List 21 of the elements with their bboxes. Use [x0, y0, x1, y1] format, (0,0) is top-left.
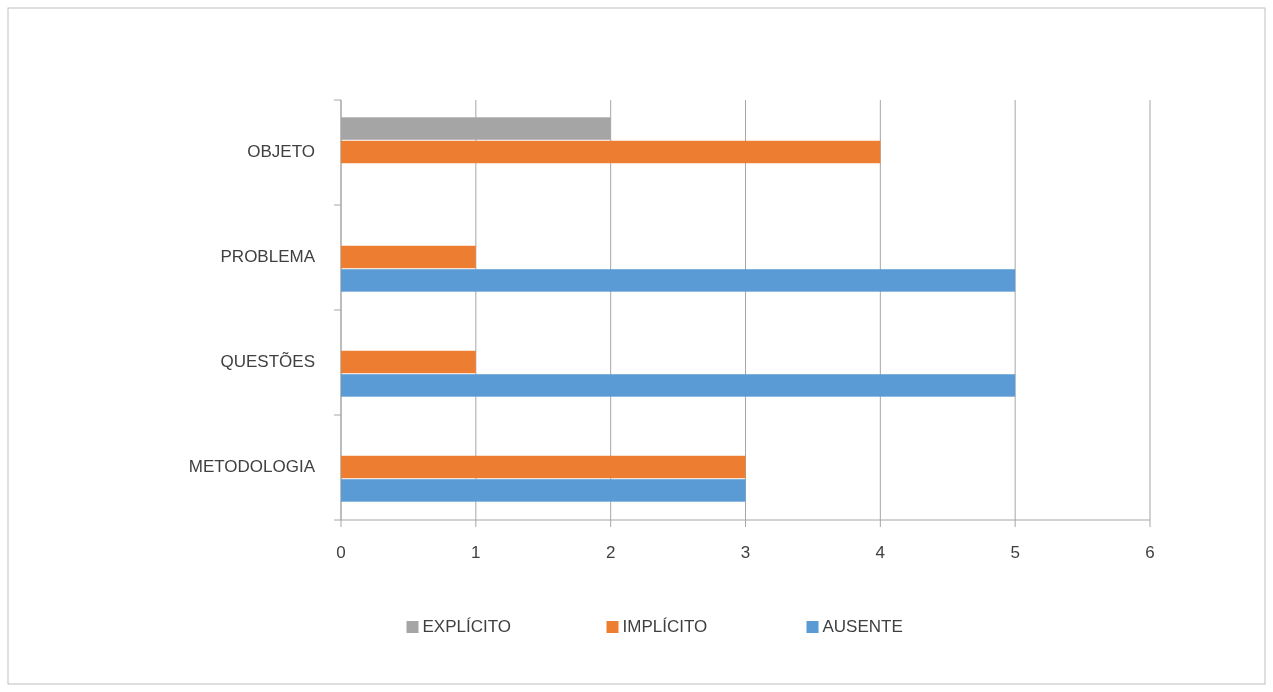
bar	[341, 479, 746, 502]
bar	[341, 269, 1016, 292]
x-tick-label: 2	[605, 543, 616, 562]
legend-label: AUSENTE	[822, 617, 903, 637]
bar	[341, 374, 1016, 397]
x-tick-label: 1	[471, 543, 481, 562]
x-tick-label: 5	[1010, 543, 1020, 562]
y-tick-label: METODOLOGIA	[188, 456, 316, 476]
x-tick-label: 0	[336, 543, 346, 562]
legend-label: EXPLÍCITO	[422, 617, 511, 637]
x-tick-label: 4	[875, 543, 886, 562]
bar	[341, 245, 476, 269]
legend-label: IMPLÍCITO	[622, 617, 708, 637]
x-tick-label: 6	[1145, 543, 1155, 562]
bar	[341, 140, 881, 164]
y-tick-label: QUESTÕES	[220, 351, 315, 371]
bar	[341, 350, 476, 374]
y-tick-label: OBJETO	[247, 141, 315, 161]
x-tick-label: 3	[740, 543, 751, 562]
y-tick-label: PROBLEMA	[220, 246, 316, 266]
bar	[341, 455, 746, 479]
